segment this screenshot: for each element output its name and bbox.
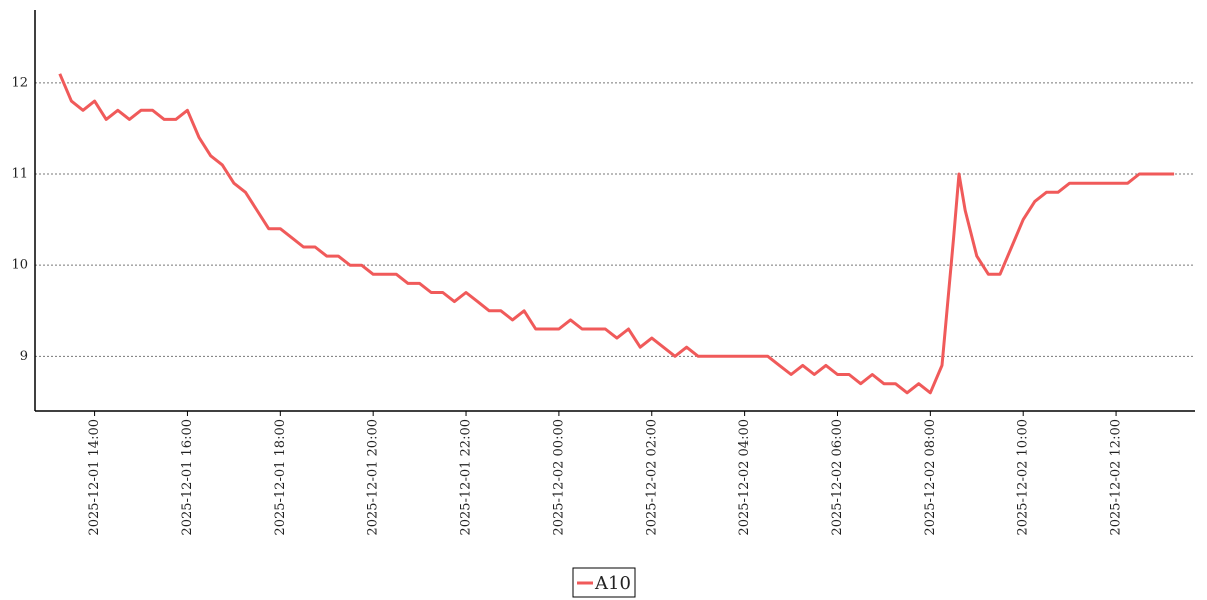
legend-box <box>572 567 636 598</box>
x-tick-label: 2025-12-02 12:00 <box>1109 419 1124 536</box>
y-tick-label: 10 <box>11 258 28 273</box>
x-tick-label: 2025-12-01 20:00 <box>366 419 381 536</box>
legend: A10 <box>572 567 636 598</box>
x-tick-label: 2025-12-01 18:00 <box>273 419 288 536</box>
x-tick-label: 2025-12-01 14:00 <box>87 419 102 536</box>
y-tick-label: 9 <box>20 349 28 364</box>
x-tick-label: 2025-12-02 10:00 <box>1016 419 1031 536</box>
x-tick-label: 2025-12-02 04:00 <box>737 419 752 536</box>
x-tick-label: 2025-12-01 22:00 <box>459 419 474 536</box>
legend-label: A10 <box>594 573 631 594</box>
y-tick-label: 11 <box>11 167 28 182</box>
y-tick-label: 12 <box>11 75 28 90</box>
line-series <box>58 73 1175 395</box>
x-tick-label: 2025-12-02 02:00 <box>644 419 659 536</box>
x-tick-label: 2025-12-02 06:00 <box>830 419 845 536</box>
x-tick-label: 2025-12-02 08:00 <box>923 419 938 536</box>
x-tick-label: 2025-12-02 00:00 <box>551 419 566 536</box>
x-tick-label: 2025-12-01 16:00 <box>180 419 195 536</box>
